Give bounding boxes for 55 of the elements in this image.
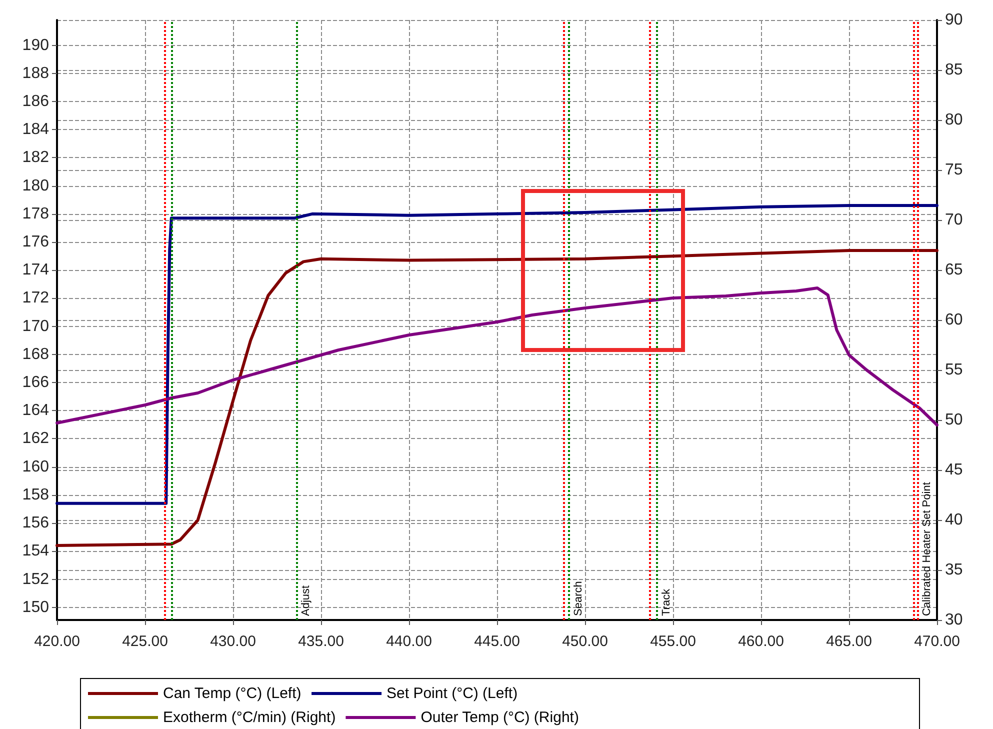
legend-label: Exotherm (°C/min) (Right)	[163, 709, 336, 726]
x-tick-label: 425.00	[122, 633, 168, 650]
y-tick-label: 188	[22, 64, 50, 82]
y-tick-label: 190	[22, 36, 50, 54]
y-tick-label: 166	[22, 374, 50, 392]
y2-tick-label: 55	[945, 362, 963, 378]
x-tick-label: 440.00	[386, 633, 432, 650]
line-series	[56, 286, 938, 426]
y-tick-label: 180	[22, 177, 50, 194]
y2-tick-label: 80	[945, 112, 963, 128]
y-tick-label: 178	[22, 205, 50, 222]
ref-line-label: Search	[572, 581, 585, 616]
legend-label: Can Temp (°C) (Left)	[163, 685, 302, 702]
y-tick-label: 176	[22, 234, 50, 251]
y-tick-label: 182	[22, 149, 50, 166]
ref-line-label: Track	[660, 588, 673, 616]
x-tick-label: 450.00	[562, 633, 608, 650]
y-tick-label: 152	[22, 570, 50, 588]
y-tick-label: 186	[22, 93, 50, 110]
y2-tick-label: 50	[945, 412, 963, 428]
y-tick-label: 174	[22, 262, 50, 279]
ref-line-label: Adjust	[300, 585, 312, 616]
x-tick-label: 430.00	[210, 633, 256, 650]
y2-tick-label: 30	[945, 612, 963, 628]
ref-line-label: Calibrated Heater Set Point	[921, 482, 934, 616]
y-tick-label: 150	[22, 598, 50, 616]
x-tick-label: 460.00	[738, 633, 784, 650]
x-tick-label: 465.00	[826, 633, 872, 650]
y-tick-label: 168	[22, 346, 50, 363]
line-series	[56, 204, 938, 505]
x-tick-label: 435.00	[298, 633, 344, 650]
y-tick-label: 154	[22, 542, 50, 560]
y-tick-label: 172	[22, 290, 50, 307]
x-tick-label: 470.00	[914, 633, 960, 650]
x-tick-label: 455.00	[650, 633, 696, 650]
y2-tick-label: 65	[945, 262, 963, 278]
legend-label: Outer Temp (°C) (Right)	[420, 709, 579, 726]
x-tick-label: 420.00	[34, 633, 80, 650]
y2-tick-label: 85	[945, 62, 963, 78]
x-tick-label: 445.00	[474, 633, 520, 650]
legend-label: Set Point (°C) (Left)	[386, 685, 518, 702]
y-tick-label: 170	[22, 318, 50, 335]
y-tick-label: 158	[22, 486, 50, 504]
y-tick-label: 156	[22, 514, 50, 532]
y-tick-label: 162	[22, 430, 50, 448]
y2-tick-label: 70	[945, 212, 963, 228]
y-tick-label: 164	[22, 402, 50, 420]
y2-tick-label: 35	[945, 562, 963, 578]
y2-tick-label: 40	[945, 512, 963, 528]
y-tick-label: 160	[22, 458, 50, 476]
y2-tick-label: 75	[945, 162, 963, 178]
y2-tick-label: 60	[945, 312, 963, 328]
y-tick-label: 184	[22, 121, 50, 138]
y2-tick-label: 45	[945, 462, 963, 478]
y2-tick-label: 90	[945, 12, 963, 28]
